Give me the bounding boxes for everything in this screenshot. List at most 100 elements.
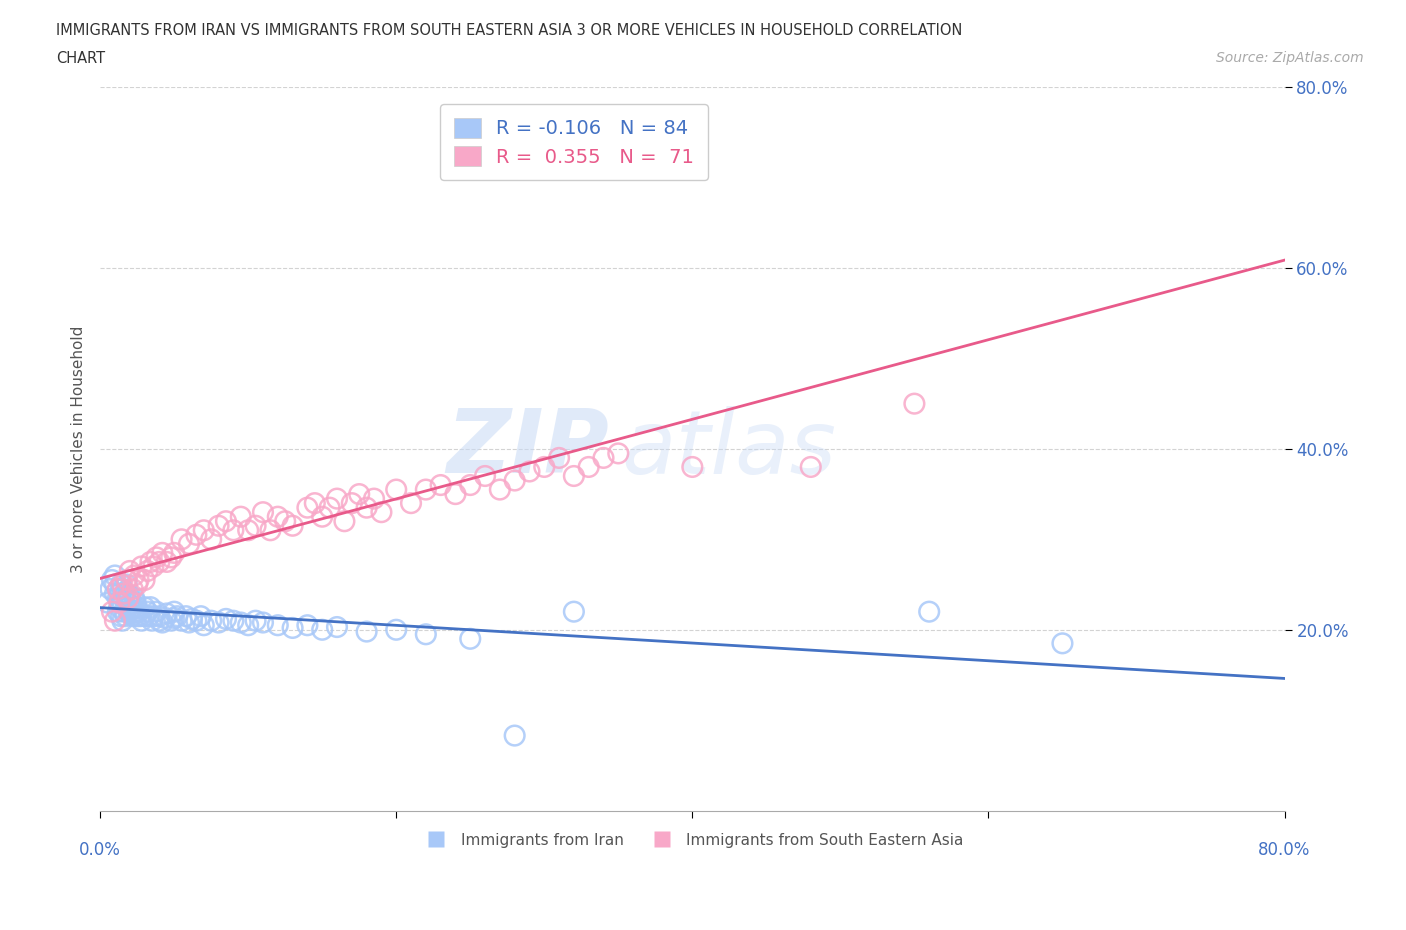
Point: [592, 450, 614, 465]
Point: [104, 568, 127, 583]
Point: [122, 568, 145, 583]
Point: [399, 496, 422, 511]
Point: [110, 578, 132, 592]
Point: [127, 600, 149, 615]
Point: [115, 578, 138, 592]
Point: [222, 613, 245, 628]
Point: [134, 609, 156, 624]
Point: [107, 581, 129, 596]
Point: [139, 554, 162, 569]
Point: [415, 482, 437, 497]
Point: [101, 573, 124, 588]
Point: [259, 523, 281, 538]
Point: [174, 609, 197, 624]
Point: [136, 604, 159, 619]
Point: [111, 581, 134, 596]
Point: [122, 606, 145, 621]
Point: [489, 482, 512, 497]
Point: [127, 609, 149, 624]
Text: IMMIGRANTS FROM IRAN VS IMMIGRANTS FROM SOUTH EASTERN ASIA 3 OR MORE VEHICLES IN: IMMIGRANTS FROM IRAN VS IMMIGRANTS FROM …: [56, 23, 963, 38]
Point: [415, 627, 437, 642]
Point: [145, 550, 167, 565]
Point: [131, 613, 153, 628]
Point: [548, 450, 571, 465]
Point: [148, 613, 170, 628]
Point: [148, 554, 170, 569]
Point: [562, 469, 585, 484]
Point: [318, 500, 340, 515]
Text: ZIP: ZIP: [447, 405, 609, 492]
Point: [190, 609, 212, 624]
Point: [363, 491, 385, 506]
Point: [503, 473, 526, 488]
Point: [117, 591, 139, 605]
Point: [112, 604, 135, 619]
Point: [1052, 636, 1074, 651]
Point: [120, 603, 142, 618]
Point: [170, 532, 193, 547]
Point: [156, 606, 179, 621]
Point: [200, 532, 222, 547]
Point: [458, 631, 481, 646]
Legend: Immigrants from Iran, Immigrants from South Eastern Asia: Immigrants from Iran, Immigrants from So…: [415, 827, 970, 854]
Point: [138, 609, 160, 624]
Point: [297, 500, 319, 515]
Point: [340, 496, 363, 511]
Point: [385, 482, 408, 497]
Point: [104, 613, 127, 628]
Point: [156, 554, 179, 569]
Point: [145, 604, 167, 619]
Point: [163, 604, 186, 619]
Point: [108, 600, 131, 615]
Point: [578, 459, 600, 474]
Point: [238, 618, 260, 632]
Point: [128, 604, 150, 619]
Point: [385, 622, 408, 637]
Point: [800, 459, 823, 474]
Point: [347, 486, 370, 501]
Point: [100, 581, 122, 596]
Point: [180, 611, 202, 626]
Point: [139, 600, 162, 615]
Point: [356, 624, 378, 639]
Point: [274, 513, 297, 528]
Point: [681, 459, 703, 474]
Point: [148, 609, 170, 624]
Text: Source: ZipAtlas.com: Source: ZipAtlas.com: [1216, 51, 1364, 65]
Point: [311, 510, 333, 525]
Point: [637, 161, 659, 176]
Point: [142, 559, 165, 574]
Point: [114, 609, 136, 624]
Point: [903, 396, 925, 411]
Point: [245, 518, 267, 533]
Point: [115, 573, 138, 588]
Point: [163, 611, 186, 626]
Y-axis label: 3 or more Vehicles in Household: 3 or more Vehicles in Household: [72, 326, 86, 573]
Point: [229, 510, 252, 525]
Point: [131, 559, 153, 574]
Point: [458, 478, 481, 493]
Point: [118, 597, 141, 612]
Point: [252, 615, 274, 630]
Point: [333, 513, 356, 528]
Point: [134, 600, 156, 615]
Text: CHART: CHART: [56, 51, 105, 66]
Point: [118, 606, 141, 621]
Point: [281, 518, 304, 533]
Point: [127, 578, 149, 592]
Point: [370, 505, 392, 520]
Point: [311, 622, 333, 637]
Point: [170, 613, 193, 628]
Point: [112, 586, 135, 601]
Point: [136, 564, 159, 578]
Point: [111, 578, 134, 592]
Point: [607, 446, 630, 461]
Point: [134, 573, 156, 588]
Point: [117, 604, 139, 619]
Point: [533, 459, 555, 474]
Point: [104, 586, 127, 601]
Point: [155, 611, 177, 626]
Point: [297, 618, 319, 632]
Point: [207, 518, 229, 533]
Point: [108, 586, 131, 601]
